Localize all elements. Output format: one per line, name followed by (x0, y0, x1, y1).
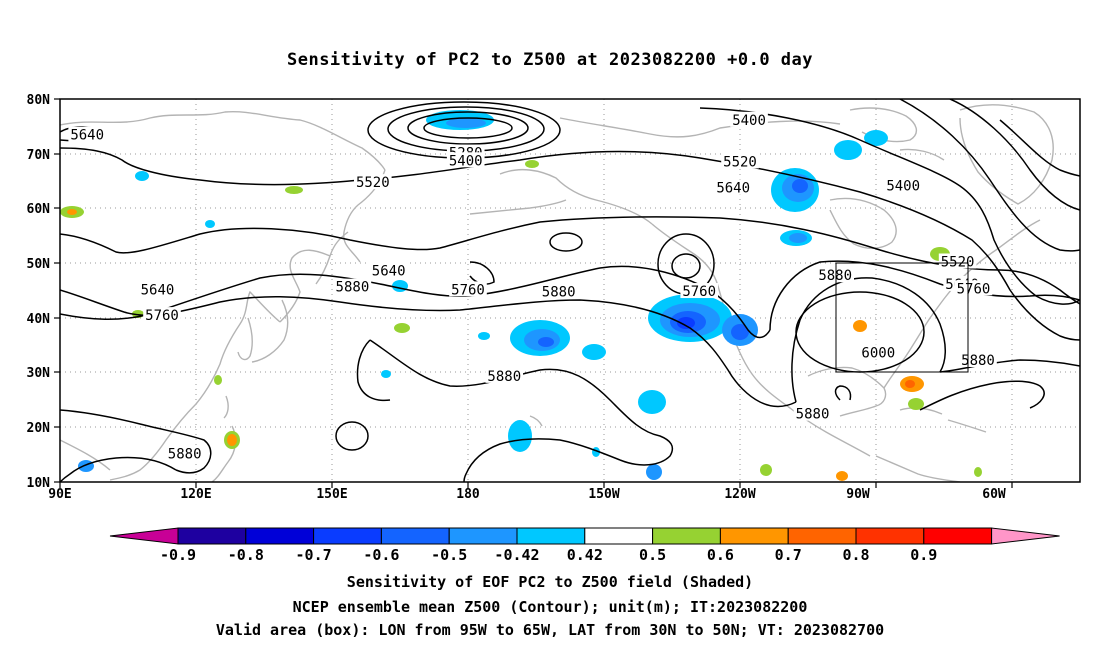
lat-label-70n: 70N (27, 148, 51, 163)
colorbar-label: 0.7 (775, 546, 802, 564)
colorbar-label: 0.6 (707, 546, 734, 564)
contour-label: 5760 (957, 281, 991, 297)
colorbar-segment (313, 527, 382, 545)
latitude-labels: 80N 70N 60N 50N 40N 30N 20N 10N (27, 93, 51, 491)
axis-ticks (54, 98, 1013, 488)
contour-label: 5760 (451, 282, 485, 298)
contour-label-bg (165, 445, 204, 461)
colorbar-label: -0.6 (363, 546, 399, 564)
coastlines (60, 104, 1054, 482)
colorbar-label: 0.42 (567, 546, 603, 564)
lat-label-40n: 40N (27, 312, 51, 327)
contour-label: 5640 (141, 282, 175, 298)
contour-label-bg (938, 253, 977, 269)
lon-label-120e: 120E (180, 487, 211, 502)
colorbar-segment (923, 527, 993, 545)
lat-label-20n: 20N (27, 421, 51, 436)
contour-label-bg (959, 351, 997, 367)
contour-label-bg (446, 152, 485, 168)
colorbar-label: 0.9 (910, 546, 937, 564)
contour-label-bg (138, 281, 177, 297)
lon-label-180: 180 (456, 487, 480, 502)
contour-label: 5520 (723, 154, 757, 170)
colorbar-high-end (991, 527, 1060, 545)
colorbar-labels: -0.9 -0.8 -0.7 -0.6 -0.5 -0.42 0.42 0.5 0.6 0.7 0.… (160, 546, 937, 564)
contour-label-bg (449, 281, 487, 297)
lon-label-60w: 60W (982, 487, 1006, 502)
colorbar-segment (245, 527, 315, 545)
colorbar-segment (652, 527, 721, 545)
lat-label-60n: 60N (27, 202, 51, 217)
contour-label-bg (816, 267, 854, 283)
colorbar-segment (719, 527, 789, 545)
longitude-labels: 90E 120E 150E 180 150W 120W 90W 60W (48, 487, 1006, 502)
colorbar-segment (380, 527, 450, 545)
contour-label-bg (369, 262, 408, 278)
colorbar-label: 0.5 (639, 546, 666, 564)
colorbar-label: -0.5 (431, 546, 467, 564)
caption-line-2: NCEP ensemble mean Z500 (Contour); unit(… (292, 598, 808, 616)
contour-label: 5760 (145, 308, 179, 324)
contour-label: 5880 (336, 280, 370, 296)
contour-label: 5880 (818, 268, 852, 284)
contour-label-bg (143, 307, 181, 323)
lon-label-90w: 90W (846, 487, 870, 502)
contour-label-bg (333, 278, 372, 294)
contour-label-bg (354, 174, 392, 190)
contour-label-bg (539, 283, 578, 299)
sensitivity-shading (60, 110, 982, 481)
contour-label-bg (859, 344, 898, 360)
colorbar-label: -0.8 (228, 546, 264, 564)
colorbar-low-end (109, 527, 179, 545)
contour-label: 5400 (732, 113, 766, 129)
lon-label-120w: 120W (724, 487, 755, 502)
contour-label-bg (714, 179, 752, 195)
colorbar-segment (787, 527, 857, 545)
lon-label-90e: 90E (48, 487, 71, 502)
contour-label: 5400 (449, 153, 483, 169)
colorbar-label: 0.8 (842, 546, 869, 564)
colorbar-segment (855, 527, 925, 545)
contour-label: 5880 (542, 285, 576, 301)
contour-label: 5760 (682, 284, 716, 300)
lat-label-50n: 50N (27, 257, 51, 272)
lat-label-80n: 80N (27, 93, 51, 108)
contour-label: 5880 (961, 353, 995, 369)
colorbar-segment (448, 527, 518, 545)
lat-label-10n: 10N (27, 476, 51, 491)
colorbar (109, 527, 1060, 545)
contour-label-bg (721, 153, 759, 169)
map-frame (59, 98, 1081, 483)
colorbar-label: -0.9 (160, 546, 196, 564)
colorbar-segment (177, 527, 247, 545)
chart-title: Sensitivity of PC2 to Z500 at 2023082200… (286, 50, 813, 70)
contour-label-bg (884, 177, 922, 193)
colorbar-segment (516, 527, 586, 545)
contour-label: 5880 (796, 407, 830, 423)
contour-label: 5640 (70, 128, 104, 144)
contour-label: 6000 (861, 345, 895, 361)
valid-area-box (835, 262, 969, 373)
colorbar-label: -0.42 (494, 546, 539, 564)
contour-label: 5640 (372, 263, 406, 279)
contour-label: 5400 (886, 178, 920, 194)
lon-label-150e: 150E (316, 487, 347, 502)
contour-label: 5880 (168, 447, 202, 463)
caption-line-1: Sensitivity of EOF PC2 to Z500 field (Sh… (346, 573, 754, 591)
contour-label-bg (680, 283, 718, 299)
caption-line-3: Valid area (box): LON from 95W to 65W, L… (215, 621, 885, 639)
contour-label-bg (68, 126, 106, 142)
contour-label: 5640 (716, 181, 750, 197)
contour-label-bg (485, 367, 524, 383)
lat-label-30n: 30N (27, 366, 51, 381)
contour-label-bg (730, 111, 768, 127)
colorbar-label: -0.7 (296, 546, 332, 564)
contour-label: 5880 (487, 369, 521, 385)
contour-label: 5520 (356, 175, 390, 191)
contour-label-bg (954, 280, 993, 296)
contour-label-bg (793, 405, 832, 421)
lon-label-150w: 150W (588, 487, 619, 502)
colorbar-segment (584, 527, 654, 545)
